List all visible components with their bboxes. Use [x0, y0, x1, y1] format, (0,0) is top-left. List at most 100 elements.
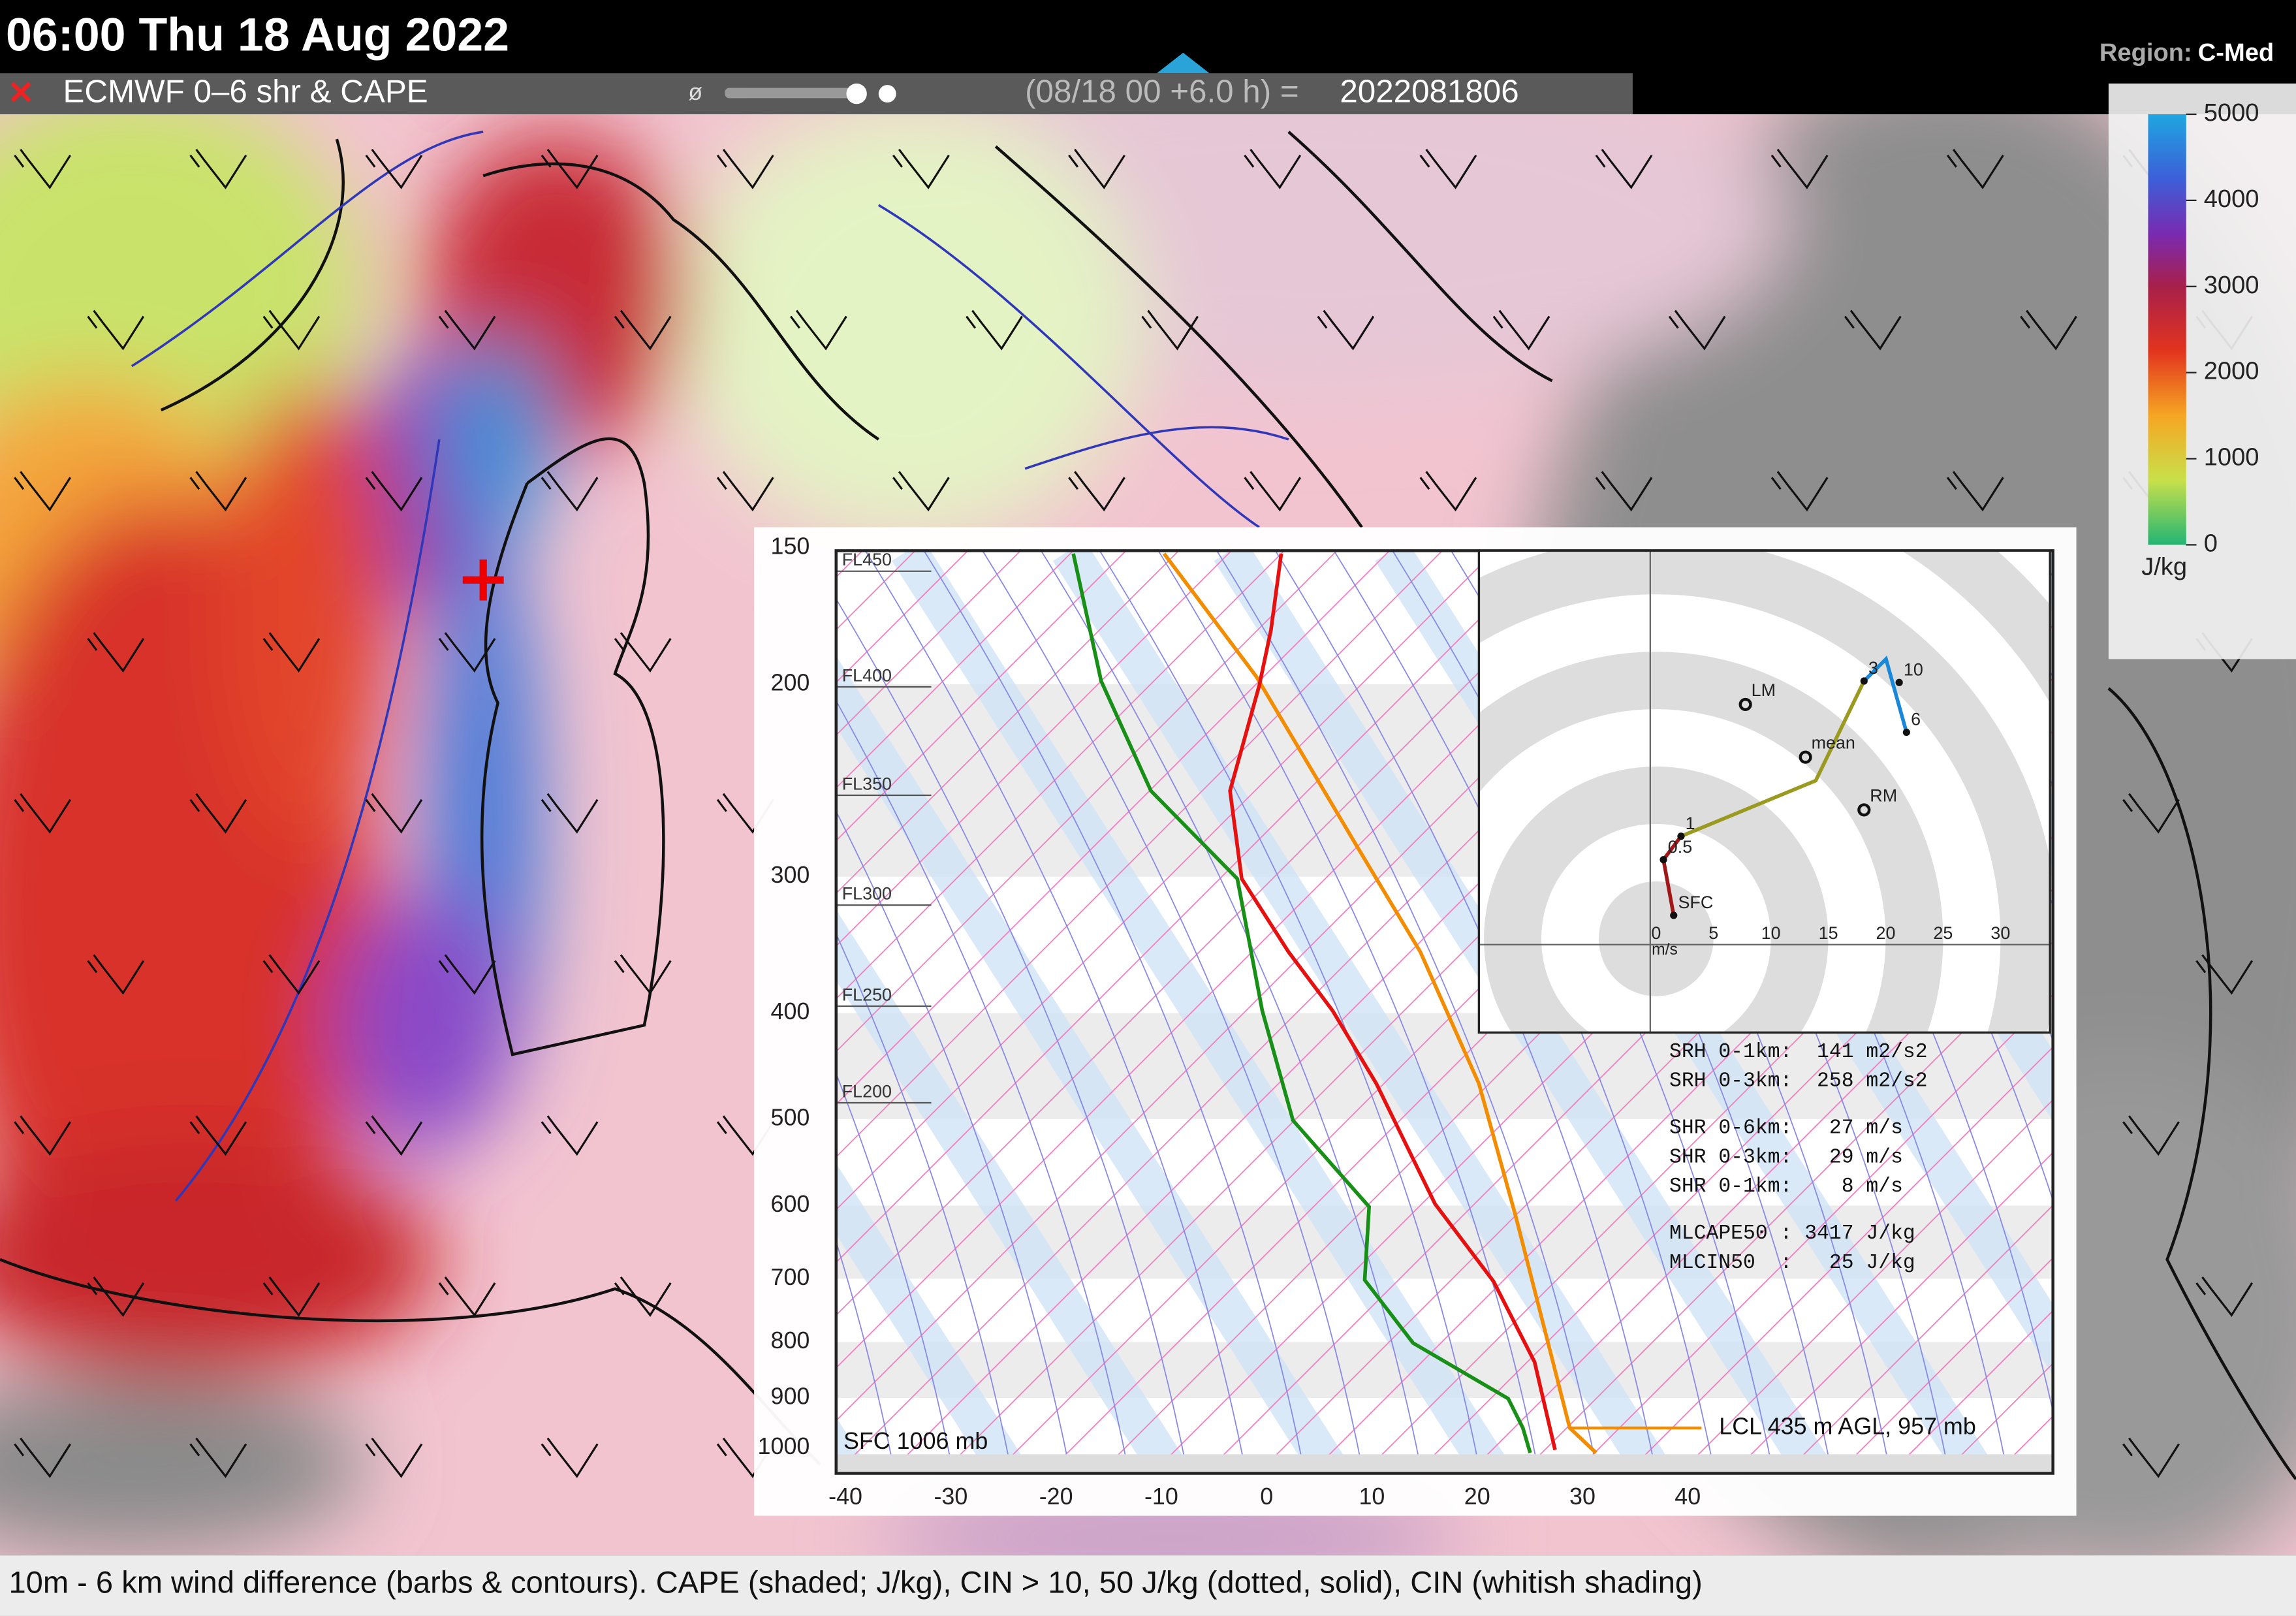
isotherm: [836, 550, 1127, 842]
dry-adiabat-band: [1052, 550, 1671, 1474]
wind-barb: [541, 1437, 599, 1478]
wind-barb: [14, 793, 71, 834]
caption: 10m - 6 km wind difference (barbs & cont…: [8, 1564, 1702, 1599]
wind-barb: [189, 1115, 247, 1156]
wind-barb: [716, 471, 774, 512]
wind-barb: [1595, 148, 1653, 189]
hodo-ring-label: 25: [1933, 923, 1953, 943]
temperature-curve: [1228, 553, 1557, 1451]
region-label: Region:: [2099, 39, 2192, 67]
hodo-point: [1677, 832, 1685, 840]
wind-barb: [1946, 148, 2004, 189]
wind-barb: [2122, 793, 2180, 834]
sounding-stat: SHR 0-6km: 27 m/s: [1669, 1117, 1903, 1139]
isotherm: [836, 550, 1021, 737]
hodo-point: [1860, 677, 1868, 685]
isotherm: [1837, 1257, 2053, 1474]
parcel-curve: [1162, 552, 1597, 1455]
wind-barb: [892, 148, 950, 189]
wind-barb: [541, 1115, 599, 1156]
caption-bar: [0, 1555, 2296, 1616]
dry-adiabat-band: [836, 1163, 1027, 1474]
wind-barb: [14, 1115, 71, 1156]
wind-barb: [14, 1437, 71, 1478]
close-button[interactable]: ✕: [7, 75, 34, 111]
cape-area: [0, 1142, 439, 1377]
wind-barb: [262, 632, 321, 673]
pressure-label: 700: [771, 1264, 810, 1290]
wind-barb: [1419, 471, 1477, 512]
flight-level-label: FL400: [842, 665, 892, 685]
temperature-label: -10: [1144, 1483, 1178, 1510]
hodo-point-label: 3: [1868, 658, 1878, 678]
cape-area: [336, 893, 513, 1158]
shear-contour: [131, 131, 1289, 1202]
isotherm: [1731, 1152, 2053, 1474]
moist-adiabat: [836, 810, 1071, 1474]
wind-barb: [365, 1115, 423, 1156]
moist-adiabat: [836, 1071, 954, 1474]
storm-motion: [1799, 750, 1812, 764]
hodograph: [1479, 550, 2051, 1033]
cape-area: [219, 381, 396, 849]
isotherm: [836, 550, 1496, 1211]
wind-barb: [789, 309, 847, 351]
wind-barb: [189, 471, 247, 512]
sounding-stat: MLCAPE50 : 3417 J/kg: [1669, 1222, 1915, 1245]
coastline: [0, 131, 2296, 1480]
wind-barb: [892, 471, 950, 512]
sounding-stat: SRH 0-3km: 258 m2/s2: [1669, 1070, 1928, 1093]
moist-adiabat: [836, 1239, 896, 1474]
flight-level-label: FL300: [842, 884, 892, 904]
dry-adiabat-band: [836, 656, 1349, 1474]
wind-barb: [365, 1437, 423, 1478]
wind-barb: [1595, 471, 1653, 512]
wind-barb: [365, 793, 423, 834]
isotherm: [836, 550, 1443, 1158]
wind-barb: [541, 793, 599, 834]
wind-barb: [2195, 954, 2254, 995]
wind-barb: [87, 309, 145, 351]
hodo-ring: [1598, 881, 1714, 996]
wind-barb: [14, 471, 71, 512]
moist-adiabat: [1099, 550, 1481, 1474]
wind-barb: [614, 632, 672, 673]
isotherm: [836, 550, 1232, 947]
hodo-segment: [1680, 680, 1866, 838]
isotherm: [1890, 1310, 2053, 1474]
opacity-slider-end: [878, 85, 896, 103]
wind-barb: [1068, 148, 1125, 189]
wind-barb: [1492, 309, 1550, 351]
wind-barb: [1141, 309, 1199, 351]
wind-barb: [1946, 471, 2004, 512]
opacity-slider-track: [725, 87, 864, 99]
moist-adiabat: [1157, 550, 1540, 1474]
hodo-point: [1902, 728, 1910, 737]
hodo-point-label: SFC: [1678, 893, 1713, 912]
moist-adiabat: [836, 699, 1130, 1474]
wind-barb: [1668, 309, 1726, 351]
pressure-label: 800: [771, 1327, 810, 1354]
wind-barb: [1244, 148, 1302, 189]
isotherm: [1679, 1099, 2053, 1474]
storm-motion: [1738, 697, 1752, 712]
storm-motion-label: mean: [1812, 733, 1855, 753]
hodo-ring-label: 10: [1761, 923, 1781, 943]
wind-barb: [541, 148, 599, 189]
wind-barb: [14, 148, 71, 189]
colorbar-tick-label: 0: [2204, 530, 2218, 558]
plot-frame: [834, 549, 2054, 1475]
wind-barb: [614, 954, 672, 995]
product-name: ECMWF 0–6 shr & CAPE: [63, 74, 428, 110]
region-name: C-Med: [2198, 39, 2274, 67]
opacity-slider-knob[interactable]: [846, 83, 867, 104]
colorbar-unit: J/kg: [2141, 552, 2187, 580]
isotherm: [836, 550, 1074, 789]
wind-barb: [2122, 1437, 2180, 1478]
isotherm: [1784, 1204, 2053, 1474]
hodo-unit: m/s: [1652, 941, 1678, 959]
wind-barb: [1844, 309, 1902, 351]
wind-barb: [365, 471, 423, 512]
